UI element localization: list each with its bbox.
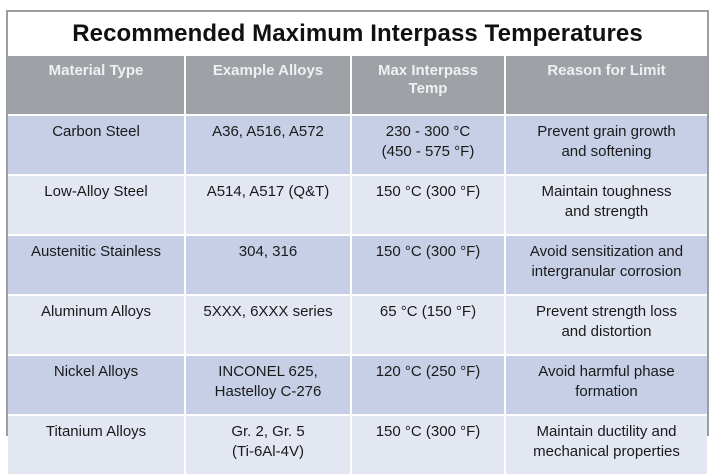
cell-max-interpass-temp: 230 - 300 °C (450 - 575 °F) xyxy=(351,114,506,175)
header-max-interpass-temp: Max Interpass Temp xyxy=(351,56,506,115)
interpass-table: Material Type Example Alloys Max Interpa… xyxy=(8,56,707,474)
cell-reason-for-limit: Avoid sensitization and intergranular cor… xyxy=(505,234,707,295)
cell-text: and distortion xyxy=(561,323,652,340)
table-title: Recommended Maximum Interpass Temperatur… xyxy=(72,20,643,47)
cell-reason-for-limit: Prevent strength loss and distortion xyxy=(505,294,707,355)
cell-example-alloys: A36, A516, A572 xyxy=(185,114,352,175)
cell-text: Prevent grain growth xyxy=(537,123,676,140)
cell-text: Gr. 2, Gr. 5 xyxy=(231,423,305,440)
cell-text: Austenitic Stainless xyxy=(30,243,162,260)
cell-text: (Ti-6Al-4V) xyxy=(232,443,304,460)
cell-max-interpass-temp: 65 °C (150 °F) xyxy=(351,294,506,355)
cell-text: 304, 316 xyxy=(238,243,298,260)
cell-text: Prevent strength loss xyxy=(536,303,677,320)
cell-text: Carbon Steel xyxy=(52,123,140,140)
table-row: Nickel Alloys INCONEL 625, Hastelloy C-276… xyxy=(8,354,707,415)
cell-text: intergranular corrosion xyxy=(531,263,682,280)
cell-text: Hastelloy C-276 xyxy=(214,383,322,400)
cell-text: Avoid harmful phase xyxy=(538,363,675,380)
table-body: Carbon Steel A36, A516, A572 230 - 300 °C (… xyxy=(8,114,707,474)
cell-material-type: Austenitic Stainless xyxy=(8,234,186,295)
cell-text: 150 °C (300 °F) xyxy=(375,243,481,260)
cell-text: INCONEL 625, xyxy=(218,363,318,380)
cell-text: mechanical properties xyxy=(533,443,680,460)
cell-text: (450 - 575 °F) xyxy=(381,143,475,160)
cell-text: Titanium Alloys xyxy=(45,423,147,440)
cell-text: 65 °C (150 °F) xyxy=(379,303,477,320)
cell-text: 150 °C (300 °F) xyxy=(375,183,481,200)
cell-text: Avoid sensitization and xyxy=(529,243,684,260)
cell-reason-for-limit: Prevent grain growth and softening xyxy=(505,114,707,175)
cell-text: formation xyxy=(575,383,638,400)
table-row: Carbon Steel A36, A516, A572 230 - 300 °C (… xyxy=(8,114,707,175)
header-reason-for-limit: Reason for Limit xyxy=(505,56,707,115)
cell-example-alloys: 304, 316 xyxy=(185,234,352,295)
cell-text: A36, A516, A572 xyxy=(212,123,324,140)
cell-max-interpass-temp: 150 °C (300 °F) xyxy=(351,174,506,235)
cell-material-type: Carbon Steel xyxy=(8,114,186,175)
cell-example-alloys: A514, A517 (Q&T) xyxy=(185,174,352,235)
cell-text: and strength xyxy=(564,203,649,220)
cell-text: Aluminum Alloys xyxy=(40,303,152,320)
cell-text: Maintain ductility and xyxy=(536,423,677,440)
cell-text: and softening xyxy=(561,143,652,160)
cell-material-type: Aluminum Alloys xyxy=(8,294,186,355)
table-row: Low-Alloy Steel A514, A517 (Q&T) 150 °C (3… xyxy=(8,174,707,235)
table-frame: Recommended Maximum Interpass Temperatur… xyxy=(6,10,709,474)
table-row: Austenitic Stainless 304, 316 150 °C (300 … xyxy=(8,234,707,295)
cell-material-type: Low-Alloy Steel xyxy=(8,174,186,235)
table-row: Aluminum Alloys 5XXX, 6XXX series 65 °C (1… xyxy=(8,294,707,355)
cell-max-interpass-temp: 120 °C (250 °F) xyxy=(351,354,506,415)
cell-max-interpass-temp: 150 °C (300 °F) xyxy=(351,234,506,295)
cell-text: Maintain toughness xyxy=(541,183,672,200)
header-example-alloys: Example Alloys xyxy=(185,56,352,115)
header-material-type: Material Type xyxy=(8,56,186,115)
cell-text: A514, A517 (Q&T) xyxy=(206,183,330,200)
cell-text: 150 °C (300 °F) xyxy=(375,423,481,440)
cell-example-alloys: INCONEL 625, Hastelloy C-276 xyxy=(185,354,352,415)
cell-material-type: Nickel Alloys xyxy=(8,354,186,415)
header-row: Material Type Example Alloys Max Interpa… xyxy=(8,56,707,115)
cell-reason-for-limit: Avoid harmful phase formation xyxy=(505,354,707,415)
cell-text: Nickel Alloys xyxy=(53,363,139,380)
cell-text: 120 °C (250 °F) xyxy=(375,363,481,380)
cell-example-alloys: 5XXX, 6XXX series xyxy=(185,294,352,355)
cell-reason-for-limit: Maintain toughness and strength xyxy=(505,174,707,235)
cell-text: Low-Alloy Steel xyxy=(44,183,148,200)
cell-text: 230 - 300 °C xyxy=(385,123,471,140)
cell-text: 5XXX, 6XXX series xyxy=(203,303,333,320)
